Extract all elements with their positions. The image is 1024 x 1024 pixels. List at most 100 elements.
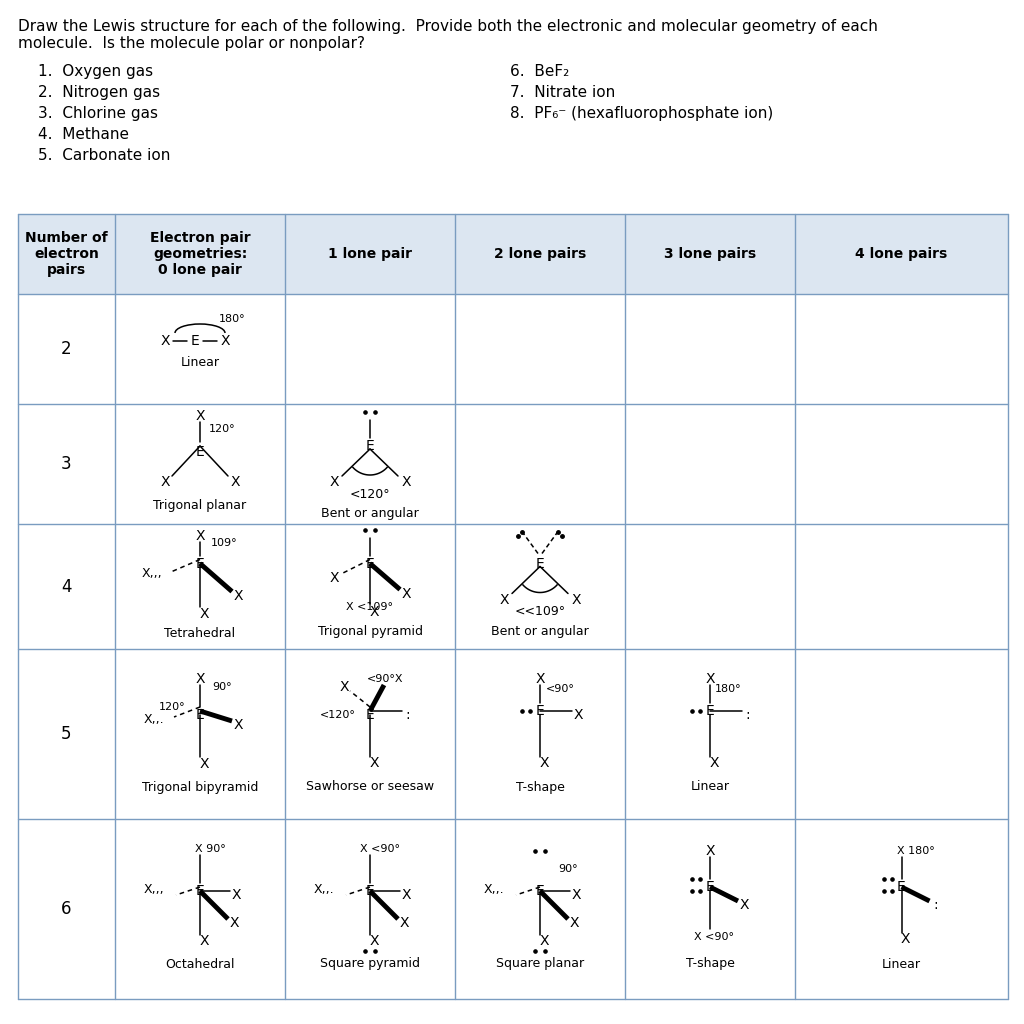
Text: X 90°: X 90° xyxy=(195,844,225,854)
Text: X: X xyxy=(706,672,715,686)
Bar xyxy=(18,214,1008,294)
Text: X: X xyxy=(233,718,243,732)
Text: 2.  Nitrogen gas: 2. Nitrogen gas xyxy=(38,85,160,100)
Text: X <90°: X <90° xyxy=(360,844,400,854)
Text: X,,,: X,,, xyxy=(141,567,162,580)
Text: X: X xyxy=(196,529,205,544)
Text: E: E xyxy=(366,708,375,722)
Text: :: : xyxy=(406,708,411,722)
Text: X: X xyxy=(536,672,545,686)
Text: E: E xyxy=(196,445,205,459)
Text: 1 lone pair: 1 lone pair xyxy=(328,247,412,261)
Text: Linear: Linear xyxy=(180,356,219,370)
Text: Linear: Linear xyxy=(882,957,921,971)
Text: X: X xyxy=(160,475,170,489)
Text: Linear: Linear xyxy=(690,780,729,794)
Text: :: : xyxy=(933,898,938,912)
Text: X,,.: X,,. xyxy=(143,713,164,725)
Text: 4: 4 xyxy=(61,578,72,596)
Text: E: E xyxy=(536,705,545,718)
Text: 8.  PF₆⁻ (hexafluorophosphate ion): 8. PF₆⁻ (hexafluorophosphate ion) xyxy=(510,106,773,121)
Text: 1.  Oxygen gas: 1. Oxygen gas xyxy=(38,63,154,79)
Text: 3.  Chlorine gas: 3. Chlorine gas xyxy=(38,106,158,121)
Text: X: X xyxy=(200,757,209,771)
Text: E: E xyxy=(536,556,545,570)
Text: E: E xyxy=(196,708,205,722)
Text: 90°: 90° xyxy=(212,682,231,692)
Text: Draw the Lewis structure for each of the following.  Provide both the electronic: Draw the Lewis structure for each of the… xyxy=(18,19,878,34)
Text: <120°: <120° xyxy=(321,710,356,720)
Text: X: X xyxy=(706,844,715,858)
Text: X: X xyxy=(540,934,549,948)
Text: E: E xyxy=(366,439,375,453)
Text: X: X xyxy=(401,475,411,489)
Text: 4.  Methane: 4. Methane xyxy=(38,127,129,142)
Text: 180°: 180° xyxy=(219,314,246,324)
Text: E: E xyxy=(366,884,375,898)
Text: X <109°: X <109° xyxy=(346,602,393,612)
Text: X: X xyxy=(901,932,910,946)
Text: X: X xyxy=(571,593,581,606)
Text: <90°X: <90°X xyxy=(367,674,403,684)
Text: X,,,: X,,, xyxy=(143,883,164,896)
Text: X: X xyxy=(401,587,411,600)
Text: 4 lone pairs: 4 lone pairs xyxy=(855,247,947,261)
Text: 180°: 180° xyxy=(715,684,741,694)
Text: Trigonal bipyramid: Trigonal bipyramid xyxy=(141,780,258,794)
Text: E: E xyxy=(196,884,205,898)
Text: molecule.  Is the molecule polar or nonpolar?: molecule. Is the molecule polar or nonpo… xyxy=(18,36,365,51)
Text: 5.  Carbonate ion: 5. Carbonate ion xyxy=(38,148,170,163)
Bar xyxy=(18,819,1008,999)
Text: X: X xyxy=(710,756,719,770)
Text: 90°: 90° xyxy=(558,864,578,874)
Text: Electron pair
geometries:
0 lone pair: Electron pair geometries: 0 lone pair xyxy=(150,230,250,278)
Text: 2: 2 xyxy=(61,340,72,358)
Text: X: X xyxy=(401,888,411,902)
Text: X <90°: X <90° xyxy=(694,932,734,942)
Text: E: E xyxy=(536,884,545,898)
Text: X,,.: X,,. xyxy=(313,883,334,896)
Text: 120°: 120° xyxy=(209,424,236,434)
Text: X: X xyxy=(229,916,239,930)
Text: Bent or angular: Bent or angular xyxy=(492,625,589,638)
Text: Trigonal pyramid: Trigonal pyramid xyxy=(317,625,423,638)
Text: X: X xyxy=(370,756,379,770)
Text: X: X xyxy=(540,756,549,770)
Text: X: X xyxy=(739,898,749,912)
Text: X: X xyxy=(200,606,209,621)
Text: X: X xyxy=(160,334,170,348)
Text: X: X xyxy=(571,888,581,902)
Text: X: X xyxy=(233,589,243,602)
Text: X: X xyxy=(330,475,339,489)
Text: X: X xyxy=(339,680,349,694)
Text: X: X xyxy=(330,570,339,585)
Text: X,,.: X,,. xyxy=(483,883,504,896)
Text: E: E xyxy=(190,334,200,348)
Text: Sawhorse or seesaw: Sawhorse or seesaw xyxy=(306,780,434,794)
Text: Tetrahedral: Tetrahedral xyxy=(165,627,236,640)
Text: 109°: 109° xyxy=(211,539,238,549)
Text: X 180°: X 180° xyxy=(897,846,934,856)
Bar xyxy=(18,294,1008,404)
Text: :: : xyxy=(745,708,751,722)
Text: Octahedral: Octahedral xyxy=(165,957,234,971)
Text: T-shape: T-shape xyxy=(685,957,734,971)
Text: 7.  Nitrate ion: 7. Nitrate ion xyxy=(510,85,615,100)
Bar xyxy=(18,404,1008,524)
Text: Bent or angular: Bent or angular xyxy=(322,508,419,520)
Text: X: X xyxy=(370,934,379,948)
Text: X: X xyxy=(231,888,241,902)
Text: X: X xyxy=(573,708,583,722)
Text: X: X xyxy=(230,475,240,489)
Text: 6: 6 xyxy=(61,900,72,918)
Text: <90°: <90° xyxy=(546,684,574,694)
Text: X: X xyxy=(569,916,579,930)
Text: 3: 3 xyxy=(61,455,72,473)
Text: E: E xyxy=(196,556,205,570)
Text: E: E xyxy=(706,880,715,894)
Text: <<109°: <<109° xyxy=(514,605,565,618)
Text: X: X xyxy=(200,934,209,948)
Text: <120°: <120° xyxy=(349,487,390,501)
Text: E: E xyxy=(897,880,906,894)
Text: X: X xyxy=(399,916,409,930)
